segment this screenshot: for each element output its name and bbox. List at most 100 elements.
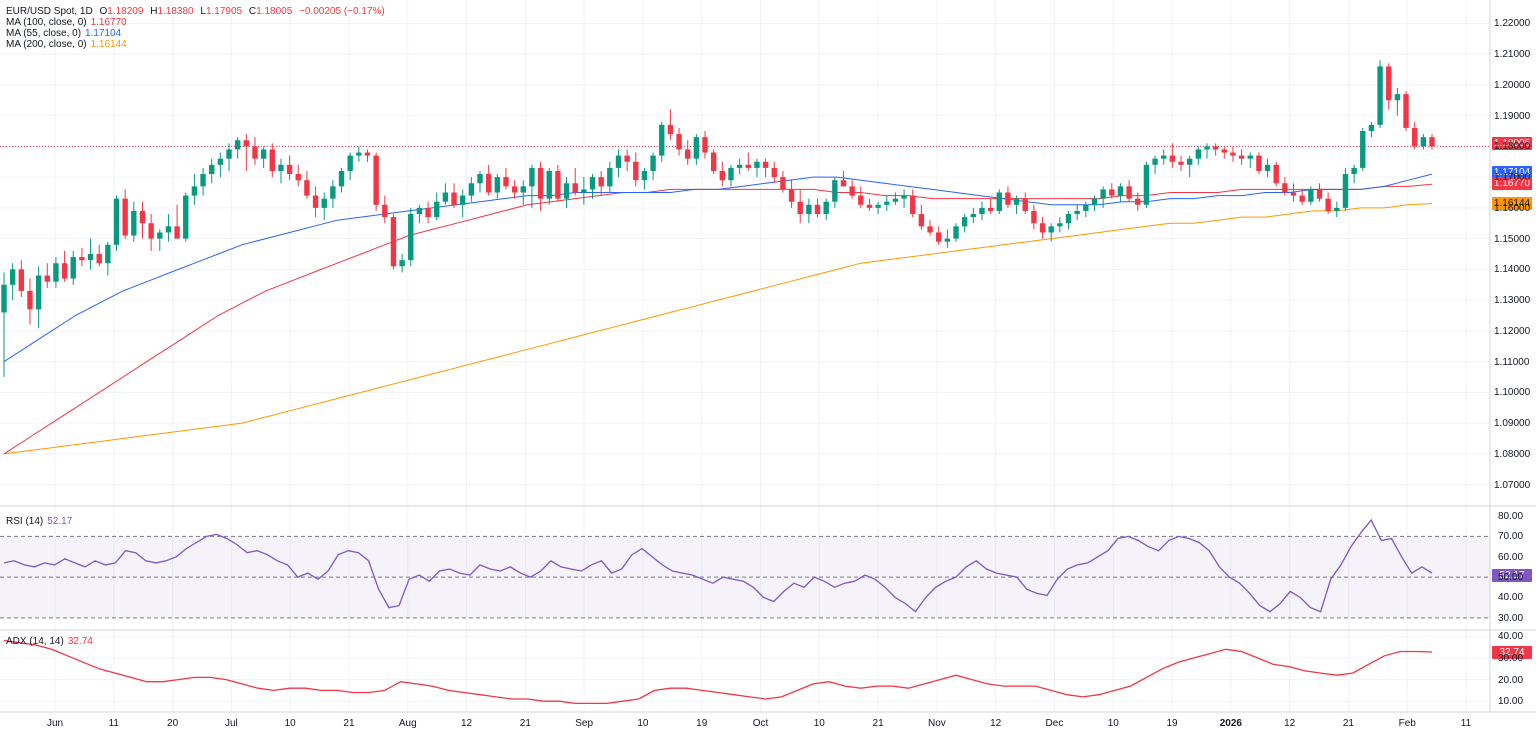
ma55-legend[interactable]: MA (55, close, 0) 1.17104 xyxy=(6,28,121,39)
candle xyxy=(1065,210,1072,230)
adx-legend[interactable]: ADX (14, 14) 32.74 xyxy=(6,636,93,647)
candle xyxy=(1135,192,1141,211)
candle xyxy=(1091,195,1098,211)
candle-body xyxy=(1282,183,1288,193)
candle-body xyxy=(252,146,258,159)
candle-body xyxy=(1143,164,1150,205)
candle xyxy=(1022,192,1028,215)
candle xyxy=(399,254,405,273)
candle xyxy=(442,183,449,205)
candle-body xyxy=(546,170,552,199)
rsi-legend[interactable]: RSI (14) 52.17 xyxy=(6,516,72,527)
candle xyxy=(633,152,639,187)
ma200-legend[interactable]: MA (200, close, 0) 1.16144 xyxy=(6,39,127,50)
candle xyxy=(1351,164,1357,184)
candle xyxy=(44,263,50,288)
ma200-value: 1.16144 xyxy=(90,39,127,50)
candle-body xyxy=(823,201,829,215)
candle xyxy=(485,164,492,196)
candle-body xyxy=(191,186,198,196)
candle xyxy=(61,250,68,282)
candle-body xyxy=(1377,66,1383,125)
candle xyxy=(53,257,59,288)
candle xyxy=(139,201,146,239)
candle-body xyxy=(987,207,994,211)
date-tick-label: 11 xyxy=(1460,718,1472,729)
candle xyxy=(901,189,907,208)
candle-body xyxy=(468,183,475,196)
candle xyxy=(1161,149,1167,165)
candle-body xyxy=(840,180,847,187)
candle xyxy=(27,278,33,325)
candle xyxy=(1273,161,1279,187)
candle-body xyxy=(217,158,224,165)
candle-body xyxy=(269,149,275,171)
candle xyxy=(529,164,535,208)
candle-body xyxy=(494,177,500,193)
candle-body xyxy=(641,170,648,181)
candle xyxy=(1316,183,1323,202)
candle xyxy=(754,158,760,178)
symbol-legend[interactable]: EUR/USD Spot, 1D O1.18209 H1.18380 L1.17… xyxy=(6,6,385,17)
ma100-legend[interactable]: MA (100, close, 0) 1.16770 xyxy=(6,17,127,28)
candle-body xyxy=(200,174,206,187)
candle xyxy=(408,207,414,267)
candle xyxy=(165,214,172,242)
candle-body xyxy=(961,217,968,227)
ma100-label: MA (100, close, 0) xyxy=(6,17,87,28)
candle-body xyxy=(408,214,414,261)
high-label: H xyxy=(150,6,158,17)
price-tick-label: 1.16000 xyxy=(1494,202,1531,214)
candle xyxy=(511,180,518,199)
change-value: −0.00205 (−0.17%) xyxy=(299,6,385,17)
candle-body xyxy=(719,170,726,181)
candle-body xyxy=(901,195,907,199)
candle-body xyxy=(806,204,812,215)
rsi-tick-label: 70.00 xyxy=(1498,531,1524,543)
candle-body xyxy=(1083,204,1089,211)
date-tick-label: Feb xyxy=(1398,718,1416,729)
candlesticks xyxy=(1,60,1435,377)
price-tick-label: 1.10000 xyxy=(1494,387,1531,399)
candle xyxy=(269,143,275,178)
candle xyxy=(338,167,345,193)
candle-body xyxy=(520,186,526,193)
candle xyxy=(970,207,976,224)
candle xyxy=(832,177,838,208)
rsi-label: RSI (14) xyxy=(6,516,44,527)
candle-body xyxy=(979,207,985,215)
low-label: L xyxy=(200,6,206,17)
candle-body xyxy=(44,275,50,282)
candle xyxy=(1334,201,1340,218)
candle xyxy=(546,167,552,205)
candle-body xyxy=(581,189,587,193)
candle-body xyxy=(858,195,864,205)
candle xyxy=(1299,189,1305,205)
candle-body xyxy=(1212,146,1219,150)
candle-body xyxy=(607,167,613,187)
date-tick-label: 11 xyxy=(108,718,119,729)
candle xyxy=(1212,143,1219,156)
candle xyxy=(892,192,899,205)
ma55-value: 1.17104 xyxy=(85,28,122,39)
moving-average-lines xyxy=(0,145,1490,455)
adx-value-tag: 32.74 xyxy=(1492,646,1532,659)
candle-body xyxy=(70,257,76,279)
price-tick-label: 1.22000 xyxy=(1494,18,1531,30)
candle xyxy=(226,143,232,171)
candle xyxy=(1342,167,1349,211)
candle-body xyxy=(295,174,301,181)
candle xyxy=(1074,204,1080,221)
candle xyxy=(1039,217,1046,239)
date-tick-label: 21 xyxy=(1342,718,1354,729)
candle-body xyxy=(425,207,431,218)
candle xyxy=(641,167,648,190)
candle-body xyxy=(936,232,942,242)
candle xyxy=(1178,155,1184,171)
candle xyxy=(1186,155,1193,178)
date-tick-label: 21 xyxy=(519,718,531,729)
candle-body xyxy=(434,201,440,218)
candle-body xyxy=(243,140,250,147)
candle-body xyxy=(589,177,596,190)
